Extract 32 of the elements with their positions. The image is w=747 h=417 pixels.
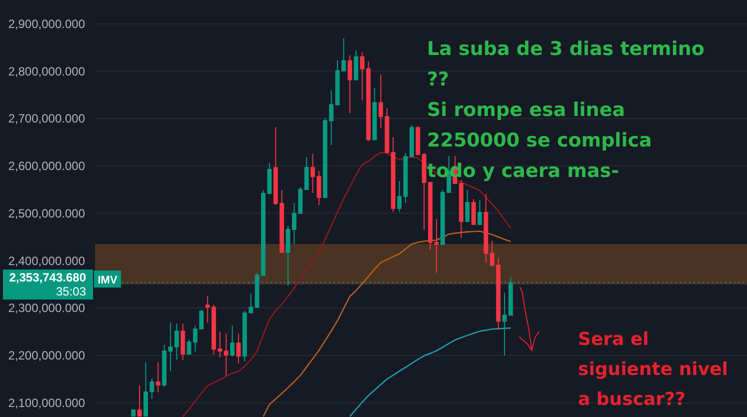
- candlestick: [465, 189, 470, 222]
- y-tick-label: 2,900,000.000: [8, 16, 86, 31]
- text: 35:03: [56, 284, 86, 299]
- candlestick: [224, 333, 228, 376]
- line-series: [262, 230, 512, 417]
- y-tick-label: 2,700,000.000: [8, 112, 86, 126]
- candlestick: [341, 38, 346, 72]
- candlestick: [348, 54, 352, 114]
- y-tick-label: 2,400,000.000: [8, 254, 86, 268]
- text: Sera el siguiente nivel a buscar??: [578, 329, 728, 410]
- candlestick: [502, 292, 507, 356]
- candlestick: [174, 323, 179, 360]
- ref-line-label: 2,353,743.680: [9, 270, 86, 285]
- y-tick-label: 2,100,000.000: [8, 396, 86, 410]
- line-series: [349, 327, 512, 417]
- y-tick-label: 2,500,000.000: [8, 206, 86, 220]
- y-tick-label: 2,800,000.000: [8, 64, 86, 78]
- candlestick: [354, 50, 358, 81]
- y-tick-label: 2,600,000.000: [8, 159, 86, 174]
- candlestick: [478, 199, 482, 226]
- y-tick-label: 2,200,000.000: [8, 348, 86, 363]
- candlestick: [156, 362, 160, 393]
- candlestick: [397, 180, 402, 212]
- candlestick: [304, 156, 309, 190]
- candlestick: [378, 74, 384, 129]
- text: IMV: [98, 274, 118, 287]
- y-tick-label: 2,300,000.000: [8, 301, 86, 316]
- candlestick: [137, 384, 142, 417]
- candlestick: [236, 333, 241, 364]
- candlestick: [180, 323, 186, 361]
- candlestick: [230, 325, 235, 358]
- candlestick: [471, 198, 476, 226]
